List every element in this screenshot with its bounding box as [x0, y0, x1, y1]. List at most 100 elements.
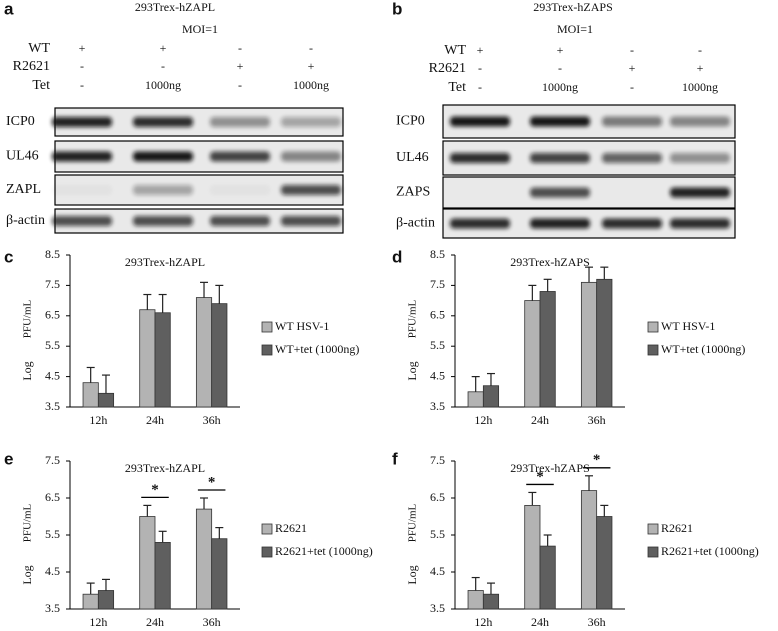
error-bar — [543, 278, 552, 292]
y-tick-label: 7.5 — [45, 453, 60, 467]
legend-label: R2621+tet (1000ng) — [275, 544, 373, 558]
condition-label: R2621 — [13, 59, 50, 74]
legend-swatch — [647, 321, 659, 333]
lane-value: 1000ng — [145, 78, 181, 92]
y-axis-label: PFU/mL — [22, 503, 34, 542]
legend-swatch — [261, 321, 273, 333]
band-label: ICP0 — [6, 114, 35, 129]
blot-band — [602, 218, 662, 229]
y-axis-label: PFU/mL — [22, 299, 34, 338]
bar — [539, 291, 556, 408]
y-tick-label: 5.5 — [430, 527, 445, 541]
lane-value: 1000ng — [682, 80, 718, 94]
y-tick-label: 3.5 — [430, 601, 445, 615]
error-bar — [158, 293, 167, 313]
lane-value: + — [697, 61, 704, 75]
chart-title: 293Trex-hZAPL — [125, 255, 205, 269]
blot-band — [602, 116, 662, 127]
x-tick-label: 36h — [588, 615, 606, 629]
error-bar — [471, 576, 480, 591]
y-tick-label: 7.5 — [430, 453, 445, 467]
blot-band — [530, 218, 590, 229]
lane-value: - — [698, 43, 702, 57]
y-tick-label: 4.5 — [45, 368, 60, 382]
lane-value: - — [558, 61, 562, 75]
lane-value: - — [630, 43, 634, 57]
condition-label: R2621 — [429, 61, 466, 76]
x-tick-label: 12h — [474, 615, 492, 629]
condition-label: WT — [444, 43, 466, 58]
error-bar — [543, 534, 552, 547]
lane-value: - — [478, 61, 482, 75]
panel-letter: d — [392, 247, 402, 266]
y-axis-label: PFU/mL — [407, 299, 419, 338]
bar — [139, 309, 156, 408]
x-tick-label: 12h — [89, 615, 107, 629]
error-bar — [528, 284, 537, 301]
chart-title: 293Trex-hZAPS — [510, 255, 590, 269]
blot-band — [133, 117, 193, 127]
blot-band — [52, 185, 112, 195]
condition-label: WT — [28, 41, 50, 56]
blot-band — [281, 117, 341, 127]
y-tick-label: 3.5 — [45, 399, 60, 413]
x-tick-label: 24h — [531, 615, 549, 629]
blot-band — [530, 187, 590, 198]
blot-band — [450, 116, 510, 127]
error-bar — [101, 578, 110, 591]
y-tick-label: 7.5 — [45, 277, 60, 291]
condition-label: Tet — [32, 78, 50, 93]
y-axis-label: Log — [20, 565, 34, 584]
legend-swatch — [647, 546, 659, 558]
y-axis-label: PFU/mL — [407, 503, 419, 542]
bar — [539, 545, 556, 610]
lane-value: 1000ng — [542, 80, 578, 94]
chart-title: 293Trex-hZAPS — [510, 461, 590, 475]
lane-value: 1000ng — [293, 78, 329, 92]
condition-label: Tet — [448, 80, 466, 95]
bar — [524, 504, 541, 610]
blot-band — [210, 151, 270, 162]
bar — [524, 300, 541, 408]
band-label: UL46 — [6, 149, 39, 164]
bar — [596, 278, 613, 408]
lane-value: - — [309, 41, 313, 55]
blot-band — [281, 185, 341, 195]
error-bar — [200, 497, 209, 510]
band-label: β-actin — [396, 216, 435, 231]
lane-value: + — [557, 43, 564, 57]
bar — [580, 281, 598, 408]
significance-label: * — [208, 474, 216, 490]
significance-label: * — [151, 482, 159, 498]
moi-label: MOI=1 — [557, 22, 593, 36]
legend-swatch — [261, 523, 273, 535]
y-axis-label: Log — [405, 565, 419, 584]
legend-swatch — [261, 344, 273, 356]
bar — [82, 593, 99, 610]
lane-value: - — [80, 59, 84, 73]
bar — [596, 516, 613, 610]
lane-value: + — [237, 59, 244, 73]
x-tick-label: 12h — [474, 413, 492, 427]
lane-value: - — [238, 41, 242, 55]
blot-band — [530, 116, 590, 127]
panel-letter: f — [392, 449, 398, 468]
x-tick-label: 36h — [588, 413, 606, 427]
y-tick-label: 5.5 — [430, 338, 445, 352]
lane-value: + — [629, 61, 636, 75]
error-bar — [215, 526, 224, 539]
lane-value: - — [478, 80, 482, 94]
legend-swatch — [647, 344, 659, 356]
moi-label: MOI=1 — [182, 22, 218, 36]
bar — [482, 385, 500, 408]
significance-label: * — [593, 452, 601, 468]
bar — [195, 297, 213, 408]
bar — [154, 542, 171, 610]
y-tick-label: 8.5 — [430, 247, 445, 261]
error-bar — [528, 491, 537, 506]
band-label: UL46 — [396, 150, 429, 165]
band-label: ZAPL — [6, 182, 41, 197]
bar — [211, 303, 228, 408]
lane-value: - — [80, 78, 84, 92]
